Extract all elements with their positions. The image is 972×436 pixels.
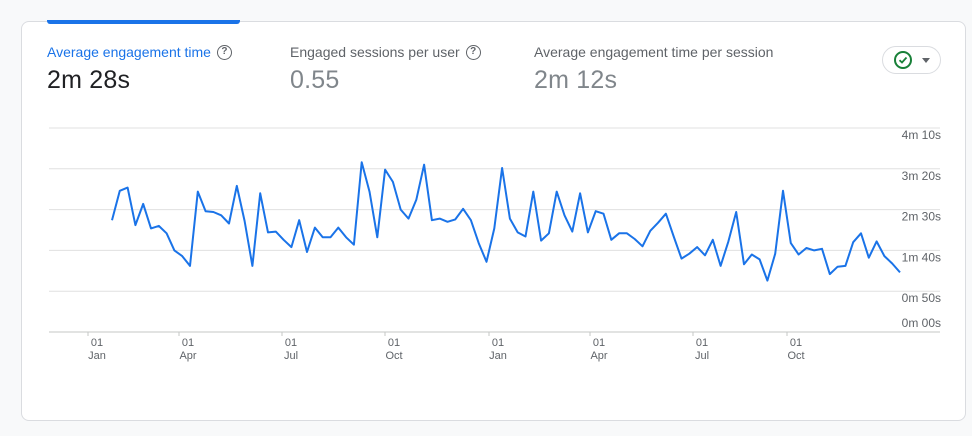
caret-down-icon — [921, 57, 930, 63]
x-tick-month-label: Oct — [787, 350, 804, 362]
y-tick-label: 3m 20s — [902, 169, 941, 183]
x-tick-month-label: Apr — [590, 350, 607, 362]
metric-average-engagement-time[interactable]: Average engagement time ? 2m 28s — [47, 44, 232, 95]
x-tick-day-label: 01 — [388, 337, 400, 349]
metric-value: 2m 12s — [534, 66, 618, 94]
x-tick-day-label: 01 — [593, 337, 605, 349]
status-dropdown-button[interactable] — [882, 46, 941, 74]
metric-label-text: Engaged sessions per user — [290, 44, 460, 60]
active-tab-indicator — [47, 20, 240, 24]
series-line[interactable] — [111, 161, 901, 282]
metric-average-engagement-time-per-session[interactable]: Average engagement time per session 2m 1… — [534, 44, 773, 95]
x-tick-month-label: Jul — [695, 350, 709, 362]
engagement-card — [21, 21, 966, 421]
y-tick-label: 0m 00s — [902, 316, 941, 330]
metric-engaged-sessions-per-user[interactable]: Engaged sessions per user ? 0.55 — [290, 44, 481, 95]
y-tick-label: 2m 30s — [902, 210, 941, 224]
x-tick-month-label: Apr — [179, 350, 196, 362]
metric-value: 2m 28s — [47, 66, 131, 94]
help-icon[interactable]: ? — [216, 44, 232, 60]
metric-label-text: Average engagement time per session — [534, 44, 774, 60]
metric-label-text: Average engagement time — [47, 44, 211, 60]
check-circle-icon — [893, 51, 912, 69]
metric-label: Average engagement time ? — [47, 44, 232, 60]
x-tick-month-label: Oct — [385, 350, 402, 362]
metric-label: Average engagement time per session — [534, 44, 773, 60]
x-tick-month-label: Jan — [489, 350, 507, 362]
metric-label: Engaged sessions per user ? — [290, 44, 481, 60]
help-icon[interactable]: ? — [465, 44, 481, 60]
x-tick-day-label: 01 — [285, 337, 297, 349]
x-tick-day-label: 01 — [91, 337, 103, 349]
metric-value: 0.55 — [290, 66, 340, 94]
y-tick-label: 4m 10s — [902, 128, 941, 142]
x-tick-day-label: 01 — [790, 337, 802, 349]
x-tick-day-label: 01 — [182, 337, 194, 349]
y-tick-label: 1m 40s — [902, 250, 941, 264]
y-tick-label: 0m 50s — [902, 291, 941, 305]
x-tick-month-label: Jul — [284, 350, 298, 362]
x-tick-day-label: 01 — [492, 337, 504, 349]
x-tick-month-label: Jan — [88, 350, 106, 362]
x-tick-day-label: 01 — [696, 337, 708, 349]
